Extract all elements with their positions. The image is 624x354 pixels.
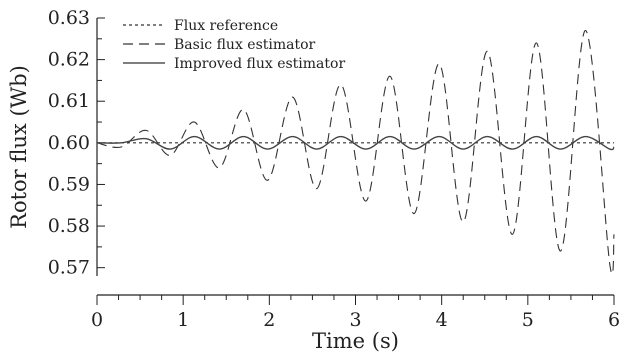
x-tick-label: 4 — [436, 309, 448, 331]
legend: Flux reference Basic flux estimator Improv… — [123, 18, 345, 72]
series-line-improved-flux-estimator — [96, 135, 615, 151]
x-axis-label: Time (s) — [312, 329, 399, 353]
y-tick-label: 0.63 — [48, 7, 90, 29]
x-tick-label: 6 — [608, 309, 620, 331]
series-lines — [96, 29, 615, 275]
legend-label: Basic flux estimator — [174, 37, 316, 53]
x-tick-label: 1 — [177, 309, 189, 331]
y-tick-label: 0.62 — [48, 49, 90, 71]
x-tick-label: 0 — [91, 309, 103, 331]
y-tick-label: 0.61 — [48, 90, 90, 112]
y-axis-label: Rotor flux (Wb) — [7, 65, 31, 229]
y-tick-label: 0.58 — [48, 215, 90, 237]
x-tick-label: 5 — [522, 309, 534, 331]
y-tick-label: 0.59 — [48, 173, 90, 195]
x-tick-label: 3 — [349, 309, 361, 331]
legend-label: Improved flux estimator — [174, 56, 345, 72]
y-tick-label: 0.57 — [48, 257, 90, 279]
y-tick-label: 0.60 — [48, 132, 90, 154]
x-tick-label: 2 — [263, 309, 275, 331]
ticks: 0.57 0.58 0.59 0.60 0.61 0.62 0.63 0 1 2 3 4 5 6 — [48, 7, 620, 331]
series-line-basic-flux-estimator — [96, 29, 615, 275]
legend-label: Flux reference — [174, 18, 278, 34]
